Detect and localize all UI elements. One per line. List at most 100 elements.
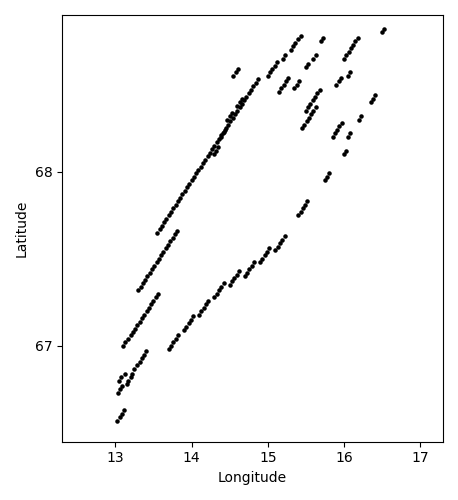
Point [156,225,163,233]
Point [200,304,207,312]
Point [371,91,379,99]
Point [278,236,286,244]
Point [221,126,229,134]
Point [146,269,153,277]
Point [155,255,163,263]
Point [227,117,234,125]
X-axis label: Longitude: Longitude [218,471,287,485]
Point [243,93,250,101]
Point [169,234,176,242]
Point [321,176,328,184]
Point [142,347,149,355]
Point [188,176,195,184]
Point [307,100,314,108]
Point [153,258,160,266]
Point [289,42,297,50]
Point [205,296,212,304]
Point [279,54,287,62]
Point [127,332,134,340]
Point [228,108,235,116]
Point [264,72,272,80]
Point [346,68,354,76]
Point [302,107,310,115]
Point [234,65,242,73]
Point [295,77,303,85]
Point [233,270,240,278]
Point [128,370,136,378]
Point [190,173,197,181]
Point [180,326,188,334]
Point [215,134,223,142]
Point [172,335,179,343]
Point [206,148,213,156]
Point [281,232,288,240]
Point [165,212,172,220]
Point [299,204,306,212]
Point [172,201,179,209]
Point [167,238,174,246]
Point [244,269,251,277]
Point [142,276,149,283]
Point [311,93,319,101]
Point [137,282,144,290]
Point [248,262,256,270]
Point [118,374,125,382]
Point [131,324,139,332]
Point [120,406,127,414]
Point [119,410,126,418]
Point [305,104,312,112]
Point [300,120,308,128]
Point [230,72,237,80]
Point [236,98,243,106]
Point [312,104,319,112]
Point [285,74,292,82]
Point [183,323,190,331]
Point [369,94,376,102]
Point [283,77,290,85]
Point [163,215,170,223]
Point [251,258,258,266]
Point [220,279,227,287]
Point [303,117,310,125]
Point [218,131,225,139]
Point [381,25,388,33]
Point [305,114,312,122]
Point [167,208,174,216]
Point [297,32,304,40]
Point [174,198,181,205]
Point [333,126,341,134]
Point [261,252,268,260]
Point [344,133,351,141]
Point [211,142,218,150]
Point [153,228,161,236]
Point [211,293,218,301]
Point [120,342,127,350]
Point [141,310,148,318]
Point [226,112,233,120]
Point [145,304,153,312]
Point [213,138,220,146]
Point [346,130,354,138]
Point [119,382,126,390]
Point [238,94,245,102]
Point [136,358,143,366]
Point [148,266,156,274]
Point [274,242,281,250]
Point [314,90,321,98]
Point [282,51,289,59]
Point [169,204,177,212]
Point [340,54,348,62]
Point [238,100,245,108]
Point [176,194,184,202]
Point [240,96,248,104]
Point [131,364,138,372]
Point [124,335,131,343]
Point [336,122,343,130]
Point [271,62,278,70]
Point [187,316,195,324]
Point [273,58,281,66]
Point [276,239,284,247]
Point [220,128,227,136]
Point [335,77,342,85]
Point [256,258,264,266]
